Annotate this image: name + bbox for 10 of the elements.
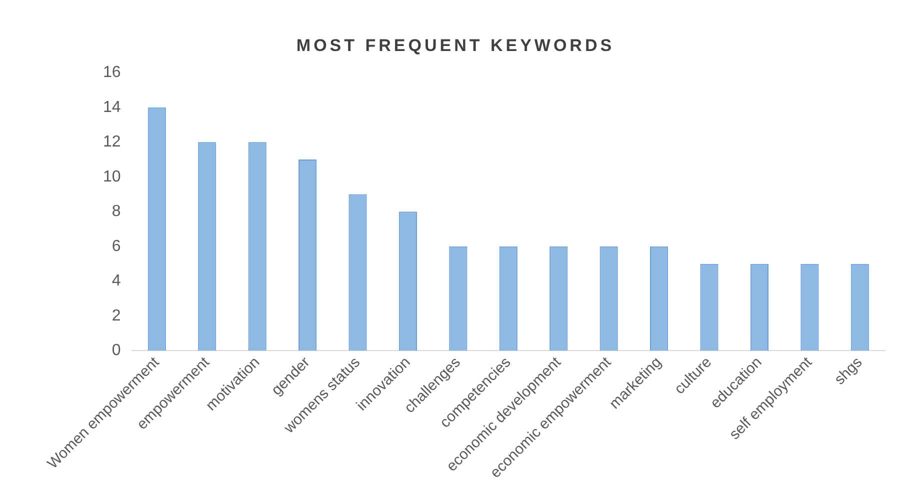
chart-title: MOST FREQUENT KEYWORDS [295, 36, 616, 56]
y-tick-label: 0 [112, 342, 121, 360]
y-tick-label: 12 [103, 134, 121, 151]
y-tick-label: 2 [112, 307, 121, 324]
y-tick-label: 16 [103, 64, 121, 82]
y-tick-label: 10 [103, 168, 121, 186]
y-tick-label: 14 [103, 98, 121, 116]
y-tick-label: 6 [112, 238, 121, 255]
y-tick-label: 8 [112, 203, 121, 220]
y-tick-label: 4 [112, 272, 121, 290]
